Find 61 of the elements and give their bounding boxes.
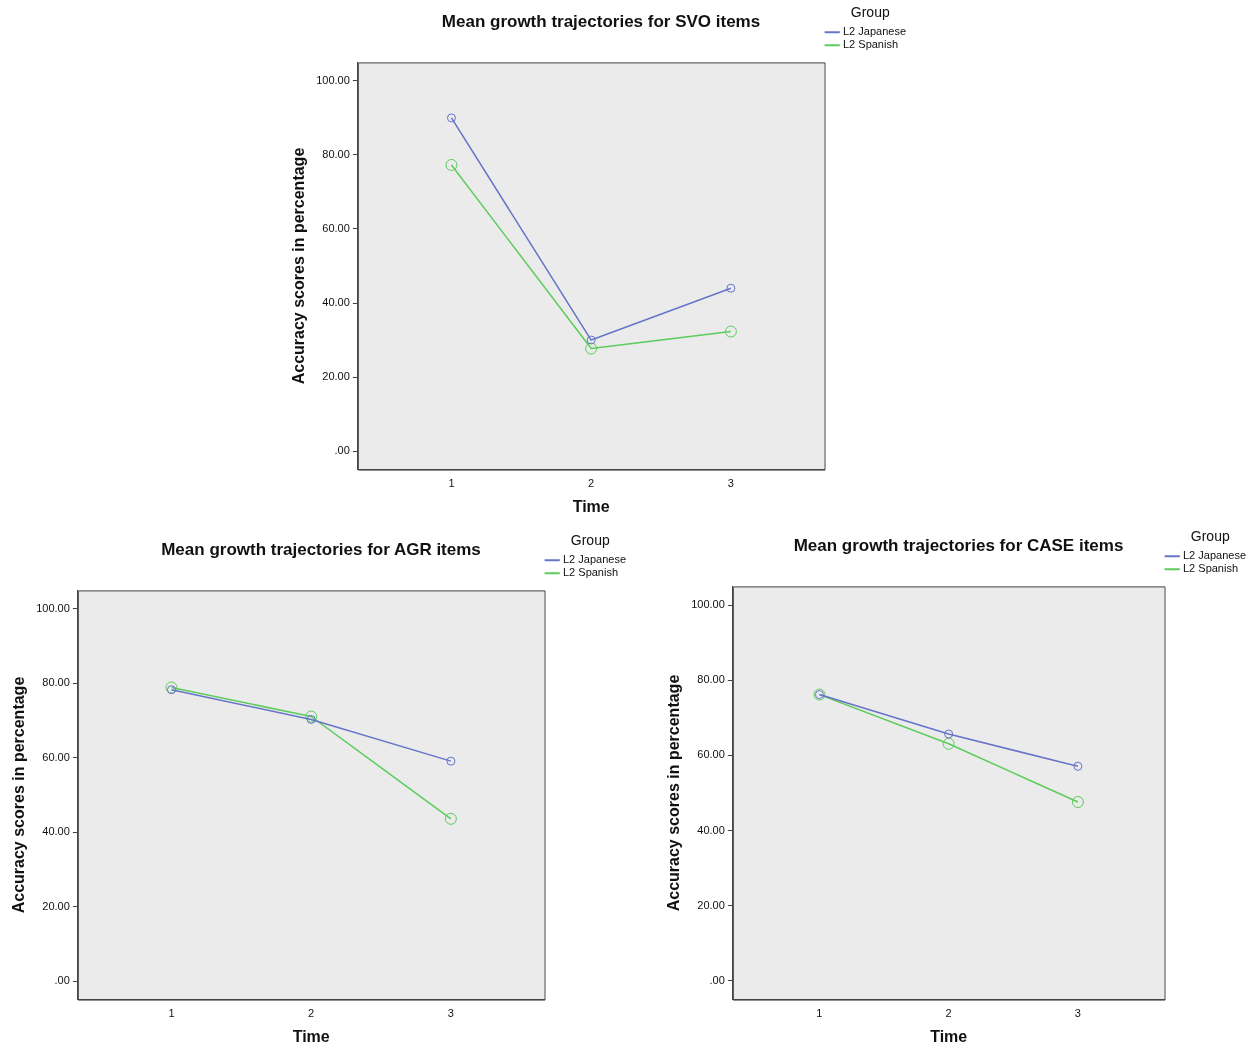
x-tick-label: 3 <box>1074 1007 1081 1020</box>
legend-title: Group <box>570 531 610 548</box>
y-tick-label: 100.00 <box>691 598 725 611</box>
legend-label: L2 Spanish <box>1183 562 1239 575</box>
x-tick-label: 3 <box>447 1007 454 1020</box>
y-tick-label: 80.00 <box>42 676 70 689</box>
x-tick-label: 2 <box>945 1007 952 1020</box>
y-tick-label: 20.00 <box>697 898 725 911</box>
x-axis-title: Time <box>930 1027 968 1045</box>
x-tick-label: 3 <box>727 477 734 490</box>
y-tick-label: 20.00 <box>42 899 70 912</box>
y-tick-label: 60.00 <box>697 748 725 761</box>
legend-title: Group <box>1190 527 1230 544</box>
y-tick-label: .00 <box>709 973 725 986</box>
point <box>444 812 457 825</box>
point <box>1073 761 1083 771</box>
point <box>306 714 316 724</box>
point <box>1071 796 1084 809</box>
y-tick-label: 80.00 <box>322 147 350 160</box>
y-tick-label: .00 <box>54 974 70 987</box>
x-tick-label: 1 <box>816 1007 823 1020</box>
legend-label: L2 Japanese <box>1183 549 1246 562</box>
point <box>942 737 955 750</box>
y-tick-label: 80.00 <box>697 673 725 686</box>
y-axis-title: Accuracy scores in percentage <box>665 674 683 912</box>
point <box>446 756 456 766</box>
point <box>586 335 596 345</box>
point <box>726 283 736 293</box>
chart-title: Mean growth trajectories for CASE items <box>793 535 1124 555</box>
y-tick-label: 60.00 <box>42 750 70 763</box>
point <box>585 342 598 355</box>
point <box>944 729 954 739</box>
x-tick-label: 2 <box>308 1007 315 1020</box>
legend-label: L2 Japanese <box>843 25 906 38</box>
y-tick-label: 100.00 <box>36 602 70 615</box>
x-axis-title: Time <box>292 1027 330 1045</box>
legend-label: L2 Japanese <box>563 553 626 566</box>
y-tick-label: 100.00 <box>316 73 350 86</box>
y-tick-label: 40.00 <box>322 296 350 309</box>
y-tick-label: .00 <box>334 444 350 457</box>
point <box>305 710 318 723</box>
legend-label: L2 Spanish <box>563 566 619 579</box>
y-axis-title: Accuracy scores in percentage <box>10 676 28 914</box>
y-tick-label: 20.00 <box>322 370 350 383</box>
x-tick-label: 2 <box>588 477 595 490</box>
x-tick-label: 1 <box>448 477 455 490</box>
point <box>446 113 456 123</box>
y-tick-label: 40.00 <box>42 825 70 838</box>
point <box>724 325 737 338</box>
x-tick-label: 1 <box>168 1007 175 1020</box>
x-axis-title: Time <box>572 497 610 515</box>
legend-label: L2 Spanish <box>843 38 899 51</box>
chart-title: Mean growth trajectories for SVO items <box>441 11 761 31</box>
legend-title: Group <box>850 3 890 20</box>
y-tick-label: 60.00 <box>322 222 350 235</box>
point <box>445 158 458 171</box>
y-axis-title: Accuracy scores in percentage <box>290 147 308 385</box>
point <box>166 685 176 695</box>
chart-title: Mean growth trajectories for AGR items <box>161 539 481 559</box>
y-tick-label: 40.00 <box>697 823 725 836</box>
point <box>165 681 178 694</box>
